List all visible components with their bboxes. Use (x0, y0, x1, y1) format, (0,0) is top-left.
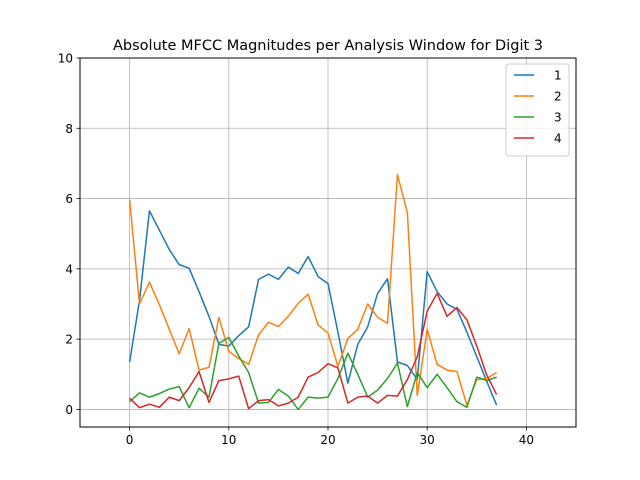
legend: 1 2 3 4 (505, 63, 570, 157)
legend-box (505, 63, 570, 157)
chart-title: Absolute MFCC Magnitudes per Analysis Wi… (113, 38, 543, 54)
series-line-3 (129, 336, 497, 411)
x-tick-label: 20 (320, 433, 335, 447)
y-tick-label: 8 (65, 122, 73, 136)
y-tick-label: 2 (65, 333, 73, 347)
x-tick-label: 0 (126, 433, 134, 447)
y-tick-label: 6 (65, 192, 73, 206)
legend-label-2: 2 (554, 90, 562, 104)
legend-label-4: 4 (554, 132, 562, 146)
axis-ticks: 0 10 20 30 40 0 2 4 6 8 10 (58, 52, 534, 448)
x-tick-label: 40 (519, 433, 534, 447)
legend-label-3: 3 (554, 111, 562, 125)
x-tick-label: 30 (420, 433, 435, 447)
series-line-1 (128, 210, 498, 406)
y-tick-label: 0 (65, 403, 73, 417)
series-line-4 (129, 292, 498, 410)
series-lines (128, 173, 498, 411)
legend-label-1: 1 (554, 69, 562, 83)
series-line-2 (128, 173, 498, 406)
y-tick-label: 10 (58, 52, 73, 66)
y-tick-label: 4 (65, 262, 73, 276)
x-tick-label: 10 (221, 433, 236, 447)
